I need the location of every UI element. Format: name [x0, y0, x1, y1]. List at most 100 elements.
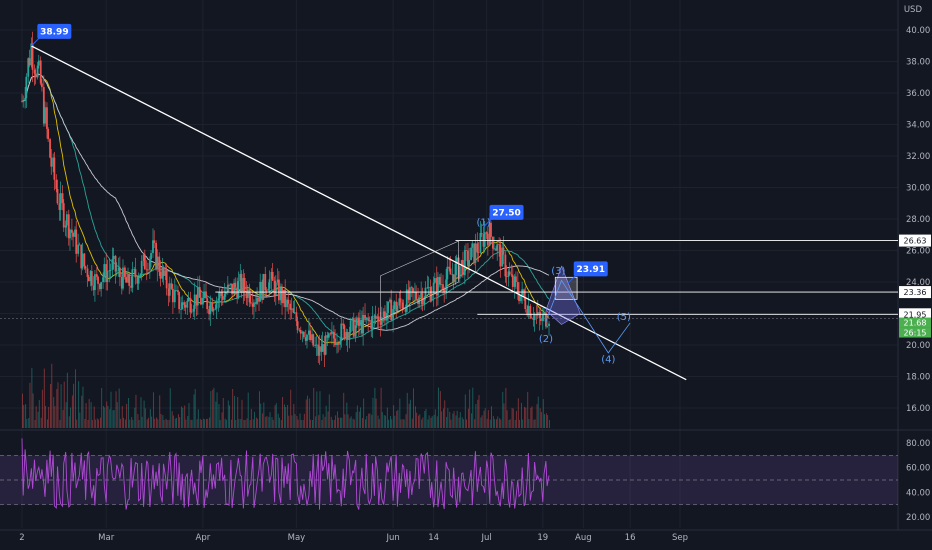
candle-body: [337, 343, 340, 345]
candle-body: [301, 331, 304, 334]
candle-body: [292, 308, 295, 313]
candle-body: [539, 318, 542, 322]
volume-bar: [56, 389, 58, 428]
candle-body: [248, 289, 251, 303]
candle-body: [495, 248, 497, 251]
volume-bar: [160, 413, 162, 428]
volume-bar: [509, 419, 511, 428]
candle-body: [128, 274, 131, 286]
candle-body: [254, 302, 257, 304]
volume-bar: [151, 416, 153, 428]
candle-body: [246, 289, 249, 298]
candle-body: [508, 271, 511, 275]
candle-body: [103, 264, 106, 278]
volume-bar: [116, 402, 118, 428]
candle-body: [34, 73, 37, 78]
volume-bar: [171, 411, 173, 428]
volume-bar: [149, 409, 151, 428]
candle-body: [49, 139, 51, 158]
volume-bar: [57, 382, 59, 428]
volume-bar: [414, 406, 416, 428]
volume-bar: [361, 418, 363, 428]
rsi-tick-label: 40.00: [906, 488, 930, 498]
callout-box: [37, 23, 72, 39]
volume-bar: [98, 419, 100, 428]
volume-bar: [462, 419, 464, 428]
candle-body: [507, 271, 510, 277]
candle-body: [424, 287, 427, 298]
volume-bar: [93, 406, 95, 428]
candle-body: [21, 100, 23, 102]
volume-bar: [449, 411, 451, 428]
volume-bar: [296, 416, 298, 428]
candle-body: [287, 299, 290, 304]
volume-bar: [146, 419, 148, 428]
candle-body: [474, 243, 477, 263]
candle-body: [367, 317, 370, 321]
candle-body: [102, 277, 104, 283]
candle-body: [312, 334, 315, 346]
candle-body: [437, 276, 439, 296]
volume-bar: [168, 419, 170, 428]
volume-bar: [409, 399, 411, 428]
volume-bar: [227, 400, 229, 428]
volume-bar: [389, 416, 391, 428]
candle-body: [415, 291, 418, 299]
candle-body: [201, 297, 204, 305]
candle-body: [524, 297, 527, 310]
price-tick-label: 40.00: [906, 26, 930, 36]
volume-bar: [122, 417, 124, 428]
candle-body: [408, 287, 411, 300]
volume-bar: [287, 404, 289, 428]
volume-bar: [31, 367, 33, 428]
candle-body: [61, 193, 64, 204]
volume-bar: [38, 400, 40, 428]
volume-bar: [321, 419, 323, 428]
volume-bar: [380, 387, 382, 428]
candle-body: [223, 293, 226, 300]
candle-body: [329, 333, 332, 335]
volume-bar: [366, 415, 368, 428]
candle-body: [326, 335, 329, 338]
volume-bar: [196, 419, 198, 428]
volume-bar: [313, 387, 315, 428]
candle-body: [271, 271, 274, 281]
volume-bar: [25, 404, 27, 428]
volume-bar: [522, 419, 524, 428]
candle-body: [477, 252, 480, 254]
candle-body: [168, 283, 171, 296]
volume-bar: [427, 419, 429, 428]
candle-body: [309, 330, 312, 341]
volume-bar: [505, 387, 507, 428]
candle-body: [548, 323, 550, 326]
volume-bar: [283, 404, 285, 428]
candle-body: [545, 312, 547, 327]
volume-bar: [232, 388, 234, 428]
candle-body: [125, 277, 128, 283]
candle-body: [234, 282, 237, 288]
current-price-label: 21.68: [904, 319, 927, 328]
volume-bar: [265, 416, 267, 428]
candle-body: [177, 290, 179, 292]
volume-bar: [347, 414, 349, 428]
candle-body: [504, 254, 507, 277]
volume-bar: [469, 389, 471, 428]
volume-bar: [355, 412, 357, 428]
volume-bar: [384, 415, 386, 428]
price-tick-label: 24.00: [906, 278, 930, 288]
candle-body: [476, 243, 479, 253]
volume-bar: [511, 407, 513, 428]
callout-box: [573, 261, 608, 277]
volume-bar: [54, 406, 56, 428]
volume-bar: [343, 392, 345, 428]
volume-bar: [306, 395, 308, 428]
volume-bar: [219, 419, 221, 428]
candle-body: [324, 335, 327, 355]
candle-body: [274, 282, 277, 296]
volume-bar: [187, 416, 189, 428]
volume-bar: [397, 409, 399, 428]
candle-body: [393, 301, 396, 310]
volume-bar: [371, 414, 373, 428]
